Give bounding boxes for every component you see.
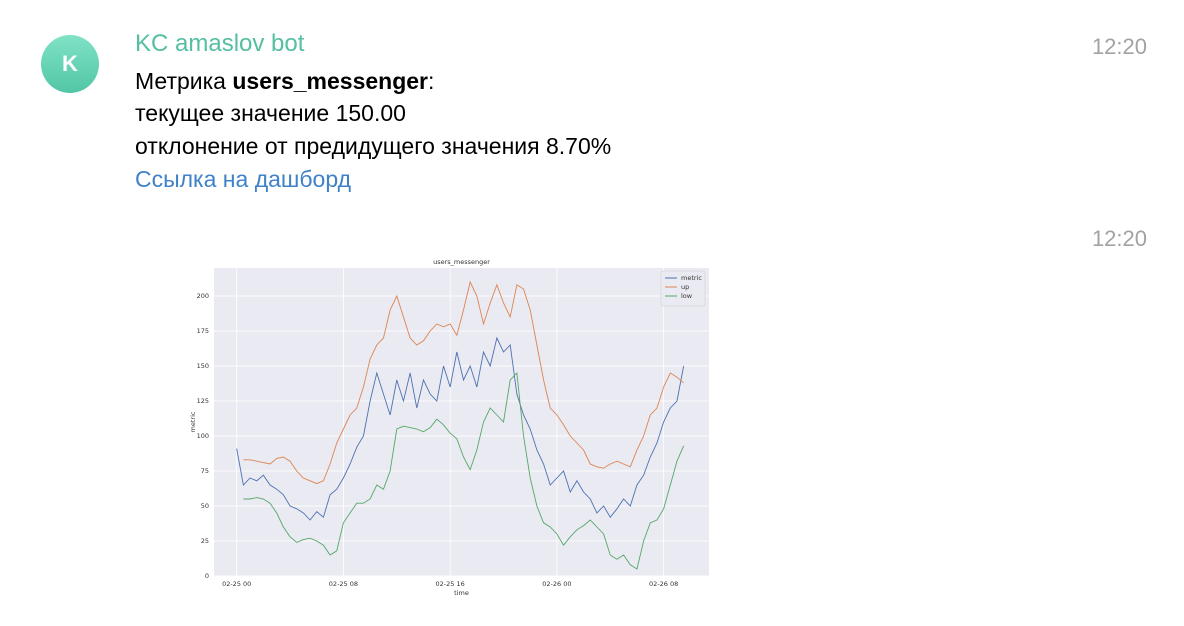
x-tick-label: 02-25 16 — [436, 580, 465, 588]
y-tick-label: 125 — [197, 397, 209, 405]
sender-name: KC amaslov bot — [135, 30, 305, 57]
y-tick-label: 100 — [197, 432, 209, 440]
legend-label: low — [681, 292, 693, 300]
message-time: 12:20 — [1091, 226, 1147, 251]
avatar-circle — [41, 35, 99, 93]
plot-area — [214, 268, 709, 576]
message-time: 12:20 — [1091, 34, 1147, 59]
series-line — [236, 336, 685, 521]
y-tick-label: 200 — [197, 292, 209, 300]
x-axis-label: time — [454, 589, 469, 597]
series-line — [243, 371, 685, 570]
legend-label: up — [681, 283, 689, 291]
y-tick-label: 25 — [201, 537, 209, 545]
dashboard-link[interactable]: Ссылка на дашборд — [135, 166, 352, 192]
chart-title: users_messenger — [433, 258, 490, 266]
x-tick-label: 02-26 00 — [542, 580, 571, 588]
message-line: Метрика users_messenger: — [135, 68, 434, 95]
x-tick-label: 02-26 08 — [649, 580, 678, 588]
x-tick-label: 02-25 08 — [329, 580, 358, 588]
y-tick-label: 150 — [197, 362, 209, 370]
legend-box — [660, 270, 706, 307]
y-tick-label: 175 — [197, 327, 209, 335]
y-tick-label: 75 — [201, 467, 209, 475]
metric-name: users_messenger — [232, 68, 428, 94]
message-line: отклонение от предидущего значения 8.70% — [135, 133, 612, 159]
avatar: K — [41, 35, 99, 93]
y-axis-label: metric — [189, 411, 197, 432]
legend-label: metric — [681, 274, 702, 282]
y-tick-label: 0 — [205, 572, 209, 580]
text: : — [428, 68, 435, 94]
y-tick-label: 50 — [201, 502, 209, 510]
x-tick-label: 02-25 00 — [222, 580, 251, 588]
message-line: текущее значение 150.00 — [135, 100, 406, 126]
avatar-letter: K — [62, 51, 78, 76]
text: Метрика — [135, 68, 233, 94]
series-line — [243, 280, 684, 485]
